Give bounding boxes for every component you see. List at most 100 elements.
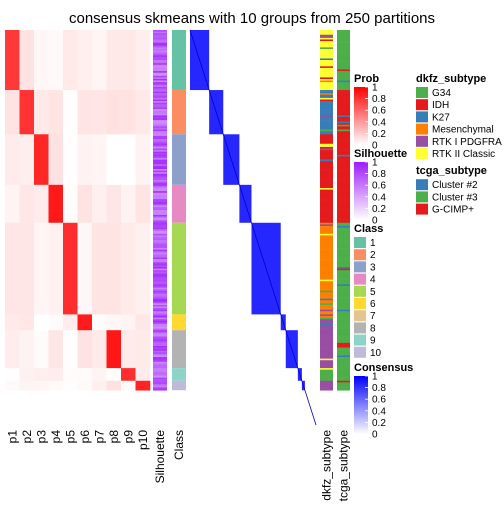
- silhouette-cell: [153, 134, 167, 137]
- tcga-cell: [337, 139, 350, 141]
- silhouette-cell: [153, 334, 167, 337]
- prob-cell: [19, 222, 35, 315]
- dkfz-cell: [320, 142, 333, 145]
- dkfz-cell: [320, 276, 333, 279]
- tcga-cell: [337, 118, 350, 121]
- tcga-cell: [337, 350, 350, 353]
- tcga-cell: [337, 300, 350, 303]
- tcga-cell: [337, 333, 350, 336]
- dkfz-cell: [320, 371, 333, 374]
- tcga-cell: [337, 150, 350, 152]
- legend-entry-label: 3: [370, 262, 376, 273]
- dkfz-cell: [320, 349, 333, 352]
- dkfz-cell: [320, 213, 333, 216]
- tcga-cell: [337, 164, 350, 167]
- dkfz-cell: [320, 188, 333, 190]
- tcga-cell: [337, 135, 350, 138]
- tcga-cell: [337, 167, 350, 170]
- tcga-cell: [337, 71, 350, 73]
- silhouette-cell: [153, 205, 167, 208]
- prob-cell: [63, 90, 78, 135]
- tcga-cell: [337, 374, 350, 377]
- dkfz-cell: [320, 224, 333, 227]
- dkfz-cell: [320, 330, 333, 333]
- dkfz-cell: [320, 268, 333, 271]
- silhouette-cell: [153, 186, 167, 189]
- tcga-cell: [337, 33, 350, 36]
- dkfz-cell: [320, 189, 333, 192]
- tcga-cell: [337, 129, 350, 132]
- silhouette-cell: [153, 189, 167, 192]
- tcga-cell: [337, 200, 350, 203]
- dkfz-cell: [320, 127, 333, 130]
- silhouette-cell: [153, 104, 167, 107]
- dkfz-cell: [320, 202, 333, 205]
- dkfz-cell: [320, 140, 333, 143]
- dkfz-cell: [320, 227, 333, 230]
- prob-cell: [135, 314, 151, 331]
- silhouette-cell: [153, 281, 167, 284]
- silhouette-cell: [153, 74, 167, 77]
- legend-tick-label: 1: [372, 158, 378, 169]
- tcga-cell: [337, 172, 350, 175]
- prob-cell: [106, 90, 122, 135]
- silhouette-cell: [153, 369, 167, 372]
- dkfz-cell: [320, 243, 333, 246]
- dkfz-cell: [320, 252, 333, 255]
- tcga-cell: [337, 342, 350, 345]
- silhouette-cell: [153, 352, 167, 355]
- prob-column-label: p3: [34, 430, 48, 444]
- silhouette-cell: [153, 153, 167, 156]
- tcga-cell: [337, 244, 350, 247]
- legend-title: Silhouette: [354, 148, 407, 160]
- silhouette-cell: [153, 192, 167, 195]
- tcga-cell: [337, 189, 350, 192]
- dkfz-cell: [320, 63, 333, 66]
- dkfz-cell: [320, 203, 333, 206]
- silhouette-cell: [153, 44, 167, 47]
- dkfz-cell: [320, 109, 333, 111]
- silhouette-cell: [153, 358, 167, 361]
- prob-cell: [92, 330, 107, 369]
- tcga-cell: [337, 63, 350, 66]
- tcga-cell: [337, 113, 350, 116]
- class-cell: [172, 90, 186, 135]
- tcga-cell: [337, 132, 350, 135]
- silhouette-cell: [153, 249, 167, 252]
- silhouette-cell: [153, 120, 167, 122]
- tcga-cell: [337, 105, 350, 108]
- prob-cell: [135, 134, 151, 186]
- tcga-cell: [337, 31, 350, 34]
- silhouette-cell: [153, 91, 167, 94]
- dkfz-cell: [320, 74, 333, 77]
- tcga-cell: [337, 203, 350, 206]
- legend-tick-label: 0.4: [372, 192, 386, 203]
- dkfz-cell: [320, 153, 333, 156]
- tcga-cell: [337, 77, 350, 80]
- prob-cell: [77, 134, 93, 186]
- silhouette-cell: [153, 211, 167, 214]
- silhouette-cell: [153, 382, 167, 385]
- tcga-cell: [337, 273, 350, 276]
- dkfz-cell: [320, 195, 333, 198]
- tcga-cell: [337, 88, 350, 91]
- tcga-cell: [337, 104, 350, 107]
- legend-swatch: [416, 123, 428, 135]
- silhouette-cell: [153, 63, 167, 66]
- dkfz-cell: [320, 77, 333, 80]
- tcga-cell: [337, 109, 350, 111]
- legend-title: tcga_subtype: [416, 165, 487, 177]
- tcga-cell: [337, 107, 350, 110]
- dkfz-cell: [320, 363, 333, 366]
- tcga-cell: [337, 219, 350, 222]
- tcga-cell: [337, 352, 350, 355]
- silhouette-cell: [153, 88, 167, 91]
- dkfz-cell: [320, 355, 333, 358]
- dkfz-cell: [320, 39, 333, 42]
- silhouette-cell: [153, 311, 167, 314]
- tcga-cell: [337, 232, 350, 235]
- dkfz-column-label: dkfz_subtype: [320, 430, 334, 501]
- silhouette-cell: [153, 50, 167, 53]
- dkfz-cell: [320, 156, 333, 159]
